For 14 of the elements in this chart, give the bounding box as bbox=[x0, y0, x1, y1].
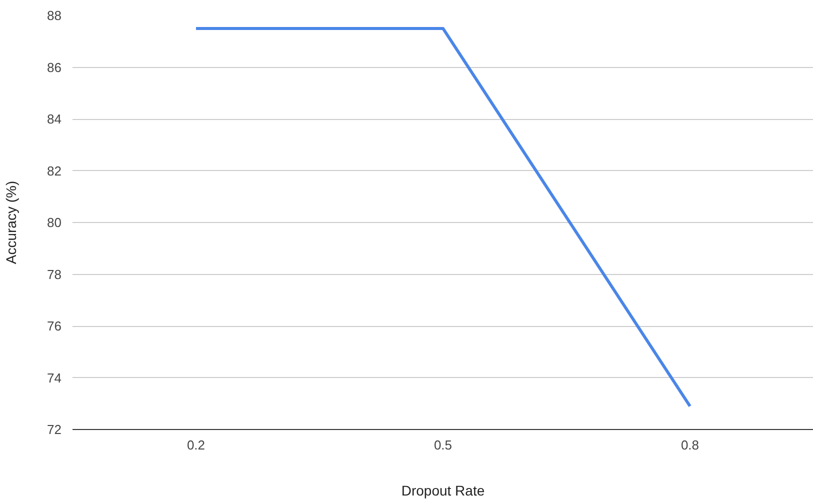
x-tick-label: 0.8 bbox=[680, 438, 700, 452]
x-tick-label: 0.5 bbox=[434, 438, 452, 452]
y-tick-label: 78 bbox=[47, 266, 62, 282]
y-tick-label: 86 bbox=[47, 60, 62, 75]
y-tick-label: 80 bbox=[47, 215, 62, 230]
y-axis-title: Accuracy (%) bbox=[3, 180, 20, 264]
y-tick-label: 82 bbox=[47, 163, 62, 178]
x-axis-title: Dropout Rate bbox=[401, 482, 485, 498]
y-tick-label: 76 bbox=[47, 318, 62, 334]
y-tick-label: 74 bbox=[47, 370, 62, 386]
y-tick-label: 84 bbox=[47, 112, 62, 126]
y-tick-label: 72 bbox=[47, 422, 62, 437]
x-tick-label: 0.2 bbox=[186, 438, 206, 452]
y-tick-label: 88 bbox=[47, 8, 62, 23]
